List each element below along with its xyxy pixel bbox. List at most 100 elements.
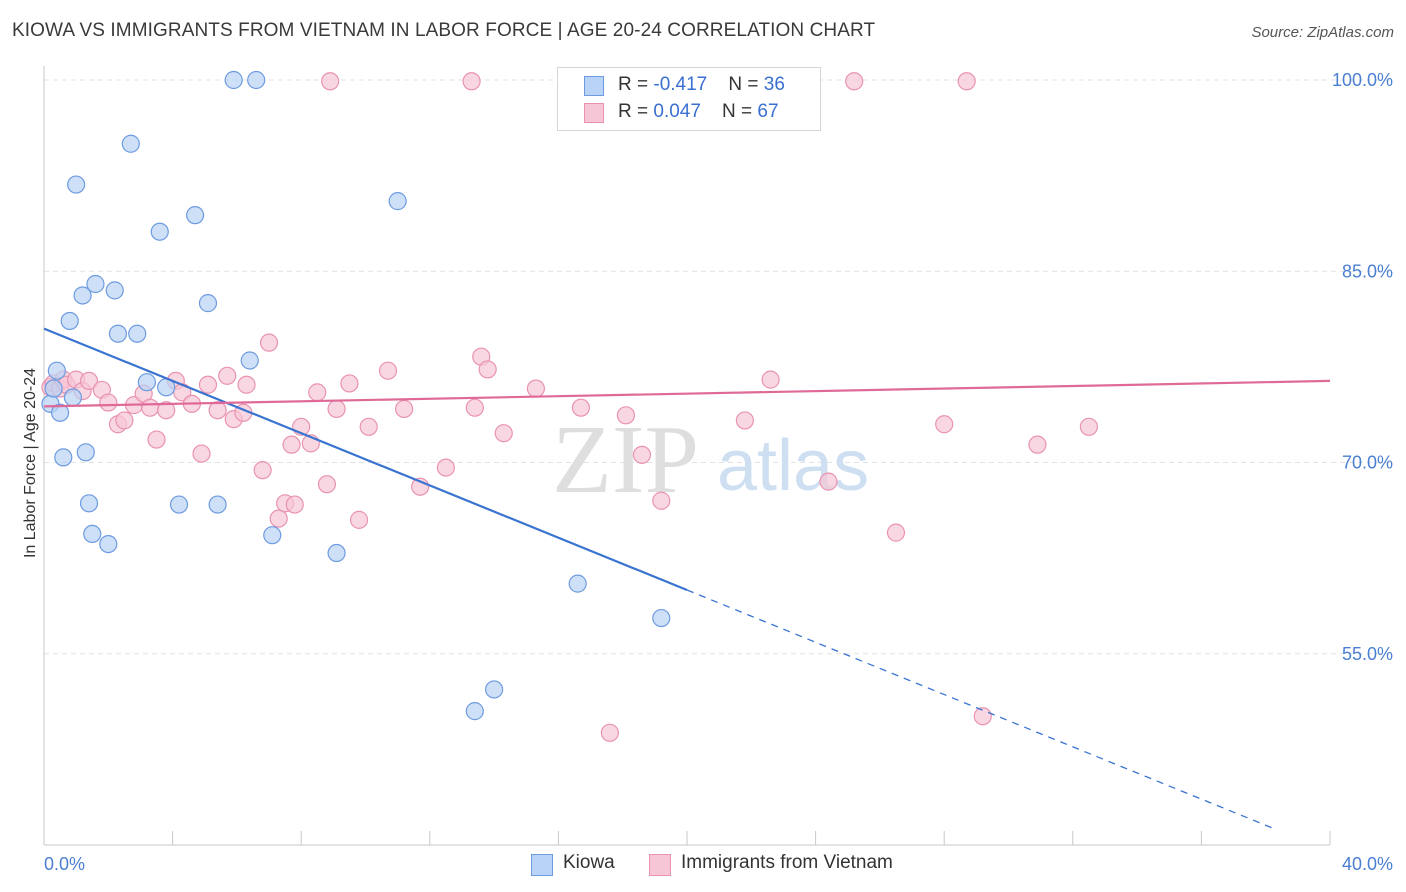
vietnam-point [652,491,671,510]
kiowa-point [44,379,63,398]
vietnam-point [378,361,398,380]
vietnam-point [282,435,301,454]
vietnam-point [198,375,218,394]
vietnam-point [192,444,211,463]
kiowa-point [76,443,95,462]
legend-vietnam-text: R = 0.047 N = 67 [618,101,779,123]
kiowa-point [67,175,86,194]
vietnam-point [253,461,272,480]
vietnam-point [886,523,906,542]
source-credit: Source: ZipAtlas.com [1251,24,1394,41]
vietnam-point [1028,435,1047,454]
vietnam-point [340,374,359,393]
kiowa-point [208,495,227,514]
vietnam-point [99,393,118,412]
trend-lines [43,327,1331,830]
kiowa-point [128,324,147,343]
kiowa-point [652,608,671,628]
kiowa-point [50,403,70,422]
tick-labels: 55.0% 70.0% 85.0% 100.0% 0.0% 40.0% [44,70,1393,874]
vietnam-point [462,72,481,91]
watermark: ZIP atlas [552,406,869,514]
y-tick-label: 100.0% [1332,70,1393,90]
kiowa-point [108,324,128,343]
kiowa-n-value: 36 [763,74,785,95]
vietnam-r-value: 0.047 [653,101,701,122]
vietnam-point [616,406,636,425]
kiowa-point [60,311,79,331]
vietnam-point [157,401,176,420]
kiowa-point [99,534,118,554]
kiowa-point [47,361,66,380]
vietnam-point [321,72,340,91]
kiowa-point [198,294,218,313]
vietnam-point [317,475,337,494]
vietnam-point [327,399,346,419]
kiowa-point [54,448,73,467]
x-tick-label: 0.0% [44,854,85,874]
y-tick-label: 70.0% [1342,453,1393,473]
vietnam-point [465,398,484,417]
vietnam-point [819,472,838,491]
vietnam-point [436,458,455,477]
kiowa-point [83,524,102,544]
vietnam-trend-line [43,379,1331,408]
vietnam-point [208,401,227,420]
y-tick-label: 85.0% [1342,261,1393,281]
vietnam-point [935,415,954,434]
kiowa-point [137,373,156,392]
vietnam-point [957,72,976,91]
vietnam-point [632,445,652,464]
kiowa-point [86,274,105,294]
vietnam-point [735,411,754,430]
vietnam-point [269,509,288,528]
kiowa-point [121,134,140,153]
kiowa-point [186,206,205,225]
bottom-vietnam-swatch [649,854,671,876]
kiowa-point [247,70,266,90]
y-axis-label: In Labor Force | Age 20-24 [22,368,39,558]
kiowa-point [79,494,99,513]
kiowa-point [388,192,407,211]
kiowa-trend-line [43,327,688,592]
data-points [41,70,1098,742]
axes [43,66,1331,846]
kiowa-swatch [584,76,604,96]
kiowa-point [568,574,587,593]
vietnam-point [761,370,780,389]
vietnam-point [259,333,279,352]
vietnam-point [237,375,256,394]
vietnam-point [526,379,545,398]
x-tick-label: 40.0% [1342,854,1393,874]
kiowa-point [240,351,259,370]
vietnam-point [845,72,864,91]
kiowa-point [169,495,189,514]
vietnam-point [571,398,591,417]
vietnam-point [218,366,237,385]
vietnam-point [115,411,134,430]
vietnam-point [147,430,166,449]
kiowa-point [63,388,83,407]
vietnam-point [359,417,378,436]
watermark-atlas: atlas [717,426,869,506]
vietnam-point [308,383,327,402]
chart-title: KIOWA VS IMMIGRANTS FROM VIETNAM IN LABO… [12,20,876,41]
bottom-vietnam-label: Immigrants from Vietnam [681,852,893,873]
vietnam-point [1079,417,1098,436]
vietnam-point [349,510,369,529]
kiowa-point [150,222,169,241]
vietnam-n-label: N = [722,101,758,122]
vietnam-point [394,399,414,419]
vietnam-r-label: R = [618,101,654,122]
vietnam-point [79,371,99,390]
kiowa-point [327,543,346,563]
vietnam-swatch [584,103,604,123]
vietnam-point [140,398,160,417]
kiowa-n-label: N = [728,74,764,95]
vietnam-point [285,495,304,514]
kiowa-point [224,70,243,90]
bottom-kiowa-label: Kiowa [563,852,615,873]
kiowa-r-label: R = [618,74,654,95]
vietnam-point [600,723,619,742]
